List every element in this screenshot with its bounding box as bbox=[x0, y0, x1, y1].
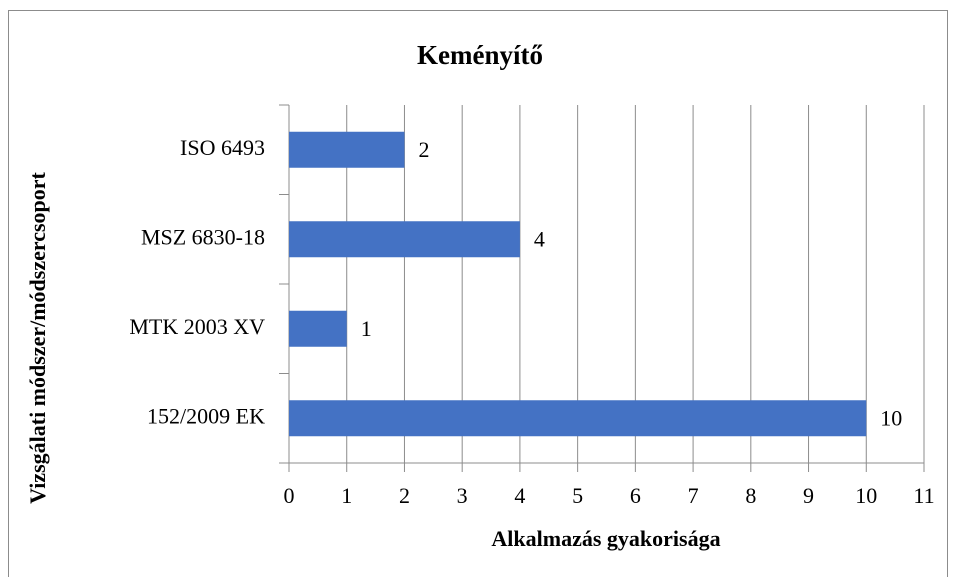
bar bbox=[289, 400, 867, 437]
y-tick-label: MSZ 6830-18 bbox=[141, 224, 265, 249]
x-tick-label: 9 bbox=[803, 483, 814, 508]
x-tick-label: 11 bbox=[913, 483, 934, 508]
y-tick-label: 152/2009 EK bbox=[147, 403, 265, 428]
data-label: 10 bbox=[880, 405, 902, 430]
data-label: 1 bbox=[361, 316, 372, 341]
x-tick-label: 0 bbox=[284, 483, 295, 508]
x-tick-label: 2 bbox=[399, 483, 410, 508]
chart-frame bbox=[8, 10, 948, 577]
data-label: 4 bbox=[534, 226, 545, 251]
bar bbox=[289, 310, 347, 347]
bar bbox=[289, 221, 520, 258]
chart-title: Keményítő bbox=[417, 40, 543, 70]
x-tick-label: 3 bbox=[457, 483, 468, 508]
x-tick-label: 10 bbox=[855, 483, 877, 508]
y-axis-title: Vizsgálati módszer/módszercsoport bbox=[25, 171, 50, 503]
x-tick-label: 8 bbox=[745, 483, 756, 508]
x-tick-label: 5 bbox=[572, 483, 583, 508]
x-tick-label: 7 bbox=[688, 483, 699, 508]
x-tick-label: 6 bbox=[630, 483, 641, 508]
bar bbox=[289, 131, 405, 168]
x-tick-label: 1 bbox=[341, 483, 352, 508]
y-tick-label: ISO 6493 bbox=[180, 135, 265, 160]
data-label: 2 bbox=[418, 137, 429, 162]
y-tick-label: MTK 2003 XV bbox=[129, 314, 265, 339]
x-axis-title: Alkalmazás gyakorisága bbox=[491, 526, 720, 551]
x-tick-label: 4 bbox=[514, 483, 525, 508]
